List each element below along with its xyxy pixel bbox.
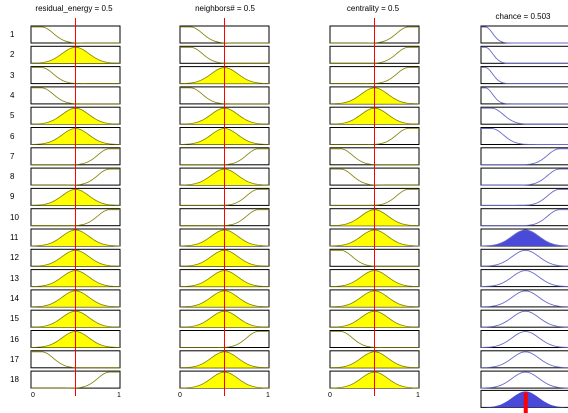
axis-tick-min-centrality: 0 (328, 392, 332, 399)
output-mf-curve (481, 46, 568, 64)
output-mf-curve (480, 270, 568, 287)
output-mf-box (480, 86, 568, 105)
rule-number: 3 (10, 70, 15, 80)
output-mf-box (480, 66, 568, 85)
output-mf-box (480, 45, 568, 64)
axis-tick-max-centrality: 1 (416, 392, 420, 399)
output-mf-curve (480, 249, 568, 267)
rule-number: 17 (10, 354, 19, 364)
output-mf-curve (481, 128, 568, 145)
output-mf-box (480, 350, 568, 369)
output-mf-box (480, 330, 568, 348)
rule-number: 6 (10, 131, 15, 141)
rule-number: 16 (10, 334, 19, 344)
output-mf-curve (481, 107, 568, 125)
rule-number: 9 (10, 192, 15, 202)
output-mf-curve (480, 229, 568, 247)
output-mf-curve (481, 67, 568, 85)
output-mf-curve (480, 351, 568, 369)
rule-number: 13 (10, 273, 19, 283)
output-mf-curve (481, 87, 568, 105)
rule-number: 10 (10, 212, 19, 222)
output-mf-curve (481, 26, 568, 44)
output-mf-curve (481, 168, 568, 186)
output-mf-box (480, 370, 568, 389)
column-title-centrality[interactable]: centrality = 0.5 (346, 4, 400, 13)
rule-number: 2 (10, 50, 15, 60)
axis-tick-max-neighbors: 1 (266, 392, 270, 399)
rule-number: 7 (10, 151, 15, 161)
output-mf-box (480, 248, 568, 267)
output-mf-box (480, 289, 568, 308)
column-title-chance: chance = 0.503 (495, 12, 551, 21)
output-mf-curve (480, 290, 568, 308)
column-title-neighbors[interactable]: neighbors# = 0.5 (195, 4, 255, 13)
output-mf-box (480, 127, 568, 145)
axis-tick-min-residual: 0 (31, 392, 35, 399)
output-mf-box (480, 309, 568, 328)
output-mf-curve (481, 188, 568, 206)
output-mf-box (480, 269, 568, 288)
rule-number: 18 (10, 375, 19, 385)
rule-number: 11 (10, 233, 19, 242)
rule-number: 1 (10, 30, 15, 39)
output-mf-fill (481, 230, 568, 246)
output-mf-curve (480, 371, 568, 389)
output-mf-box (480, 106, 568, 125)
output-mf-curve (481, 209, 568, 227)
rule-number: 12 (10, 253, 19, 263)
axis-tick-min-neighbors: 0 (178, 392, 182, 399)
rule-number: 15 (10, 314, 19, 324)
output-mf-curve (480, 310, 568, 328)
output-mf-curve (480, 331, 568, 348)
column-title-residual-energy[interactable]: residual_energy = 0.5 (35, 4, 113, 13)
axis-tick-max-residual: 1 (117, 392, 121, 399)
output-value-marker (523, 392, 528, 413)
output-mf-curve (481, 148, 568, 166)
rule-number: 14 (10, 293, 19, 303)
rule-number: 5 (10, 111, 15, 121)
rule-number: 8 (10, 172, 15, 182)
output-mf-box (480, 25, 568, 44)
rule-number: 4 (10, 90, 15, 100)
